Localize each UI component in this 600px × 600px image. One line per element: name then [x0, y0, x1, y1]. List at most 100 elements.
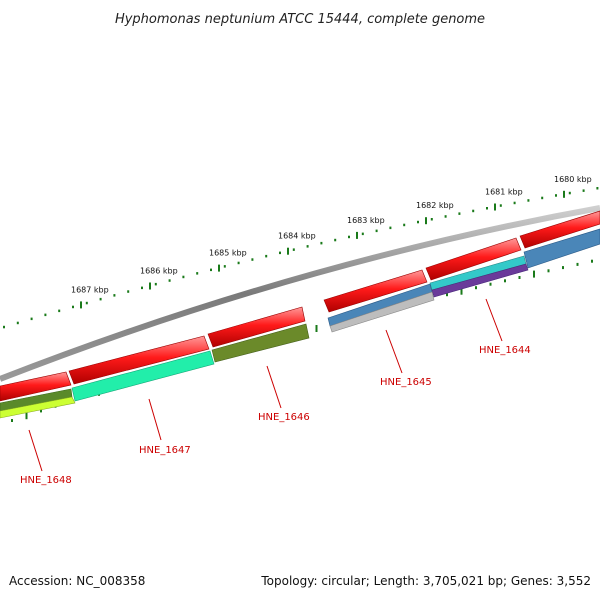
- scale-minor-tick: [72, 305, 74, 309]
- scale-minor-tick: [265, 254, 268, 258]
- scale-tick-label: 1686 kbp: [140, 267, 178, 276]
- scale-tick-label: 1682 kbp: [416, 201, 454, 210]
- scale-minor-tick: [168, 279, 171, 282]
- scale-minor-tick: [403, 223, 406, 227]
- scale-major-tick: [218, 264, 220, 272]
- scale-minor-tick: [555, 194, 557, 197]
- scale-major-tick: [80, 301, 82, 309]
- lower-minor-tick: [11, 419, 13, 422]
- reverse-strand-track: [0, 228, 600, 419]
- lower-major-tick: [25, 412, 28, 420]
- scale-minor-tick: [375, 229, 378, 233]
- lower-minor-tick: [475, 286, 477, 290]
- forward-strand-track: [0, 210, 600, 402]
- scale-minor-tick: [44, 313, 47, 317]
- lower-minor-tick: [562, 266, 564, 270]
- scale-minor-tick: [196, 272, 199, 275]
- gene-HNE_1647-bar[interactable]: [71, 350, 215, 402]
- accession-text: Accession: NC_008358: [9, 574, 146, 588]
- scale-minor-tick: [279, 251, 281, 255]
- scale-bar: 1680 kbp 1681 kbp 1682 kbp 1683 kbp 1684 kbp…: [3, 175, 599, 329]
- map-title: Hyphomonas neptunium ATCC 15444, complet…: [115, 12, 485, 27]
- gene-label-HNE_1644[interactable]: HNE_1644: [479, 345, 531, 356]
- scale-minor-tick: [417, 220, 419, 224]
- scale-major-tick: [149, 282, 151, 290]
- gene-HNE_1644-bar-purple[interactable]: [431, 263, 529, 298]
- scale-minor-tick: [541, 196, 544, 200]
- leader-lines: [28, 298, 503, 472]
- lower-minor-tick: [504, 279, 506, 283]
- leader-line-HNE_1644: [485, 298, 503, 342]
- lower-major-tick: [315, 325, 318, 332]
- leader-line-HNE_1648: [28, 429, 43, 472]
- scale-tick-label: 1681 kbp: [485, 188, 523, 197]
- lower-minor-tick: [547, 269, 550, 273]
- scale-tick-label: 1684 kbp: [278, 232, 316, 241]
- scale-minor-tick: [568, 191, 571, 195]
- forward-gene-arrow[interactable]: [207, 306, 306, 348]
- scale-minor-tick: [30, 317, 33, 321]
- scale-minor-tick: [430, 218, 433, 221]
- forward-gene-arrow[interactable]: [519, 210, 600, 249]
- scale-minor-tick: [210, 268, 212, 272]
- scale-minor-tick: [85, 301, 88, 305]
- scale-tick-label: 1683 kbp: [347, 216, 385, 225]
- scale-minor-tick: [99, 297, 102, 301]
- scale-minor-tick: [513, 201, 516, 205]
- gene-HNE_1644-bar[interactable]: [523, 228, 600, 269]
- scale-minor-tick: [154, 282, 157, 286]
- scale-major-tick: [563, 190, 565, 198]
- scale-minor-tick: [348, 235, 350, 239]
- gene-label-HNE_1647[interactable]: HNE_1647: [139, 445, 191, 456]
- gene-label-HNE_1646[interactable]: HNE_1646: [258, 412, 310, 423]
- scale-minor-tick: [223, 265, 226, 268]
- gene-label-HNE_1645[interactable]: HNE_1645: [380, 377, 432, 388]
- lower-minor-tick: [518, 276, 521, 279]
- scale-minor-tick: [127, 290, 130, 293]
- scale-minor-tick: [499, 204, 502, 207]
- scale-tick-label: 1687 kbp: [71, 285, 109, 294]
- lower-minor-tick: [446, 293, 448, 297]
- gene-HNE_1645-bar-grey[interactable]: [329, 291, 435, 333]
- scale-minor-tick: [361, 232, 364, 236]
- gene-HNE_1646-bar[interactable]: [211, 323, 310, 363]
- scale-major-tick: [356, 231, 358, 239]
- scale-minor-tick: [251, 258, 254, 261]
- scale-minor-tick: [320, 241, 323, 245]
- forward-gene-arrow[interactable]: [0, 371, 72, 402]
- scale-minor-tick: [444, 215, 447, 218]
- scale-minor-tick: [486, 207, 488, 210]
- scale-minor-tick: [458, 212, 461, 215]
- scale-major-tick: [287, 247, 289, 255]
- scale-major-tick: [494, 203, 496, 211]
- scale-minor-tick: [596, 187, 599, 190]
- scale-minor-tick: [582, 189, 585, 192]
- scale-minor-tick: [141, 286, 143, 290]
- scale-minor-tick: [472, 209, 475, 213]
- genome-backbone: [0, 205, 600, 382]
- leader-line-HNE_1647: [148, 398, 162, 441]
- gene-label-HNE_1648[interactable]: HNE_1648: [20, 475, 72, 486]
- scale-minor-tick: [58, 309, 61, 313]
- scale-minor-tick: [527, 199, 530, 202]
- scale-minor-tick: [3, 325, 5, 329]
- scale-minor-tick: [334, 238, 337, 242]
- scale-minor-tick: [292, 248, 295, 251]
- scale-minor-tick: [237, 261, 240, 265]
- forward-gene-arrow[interactable]: [323, 269, 428, 313]
- genome-stats-text: Topology: circular; Length: 3,705,021 bp…: [261, 574, 591, 588]
- gene-HNE_1648-bar-lime[interactable]: [0, 396, 76, 419]
- leader-line-HNE_1645: [385, 329, 403, 374]
- scale-major-tick: [425, 217, 427, 225]
- lower-major-tick: [533, 270, 535, 278]
- lower-minor-tick: [40, 409, 42, 413]
- scale-minor-tick: [113, 294, 116, 297]
- forward-gene-arrow[interactable]: [68, 335, 210, 385]
- leader-line-HNE_1646: [266, 365, 282, 409]
- lower-minor-tick: [489, 282, 492, 286]
- forward-gene-arrow[interactable]: [425, 237, 522, 281]
- scale-tick-label: 1680 kbp: [554, 175, 592, 184]
- scale-minor-tick: [389, 226, 392, 230]
- scale-tick-label: 1685 kbp: [209, 249, 247, 258]
- scale-minor-tick: [306, 245, 309, 248]
